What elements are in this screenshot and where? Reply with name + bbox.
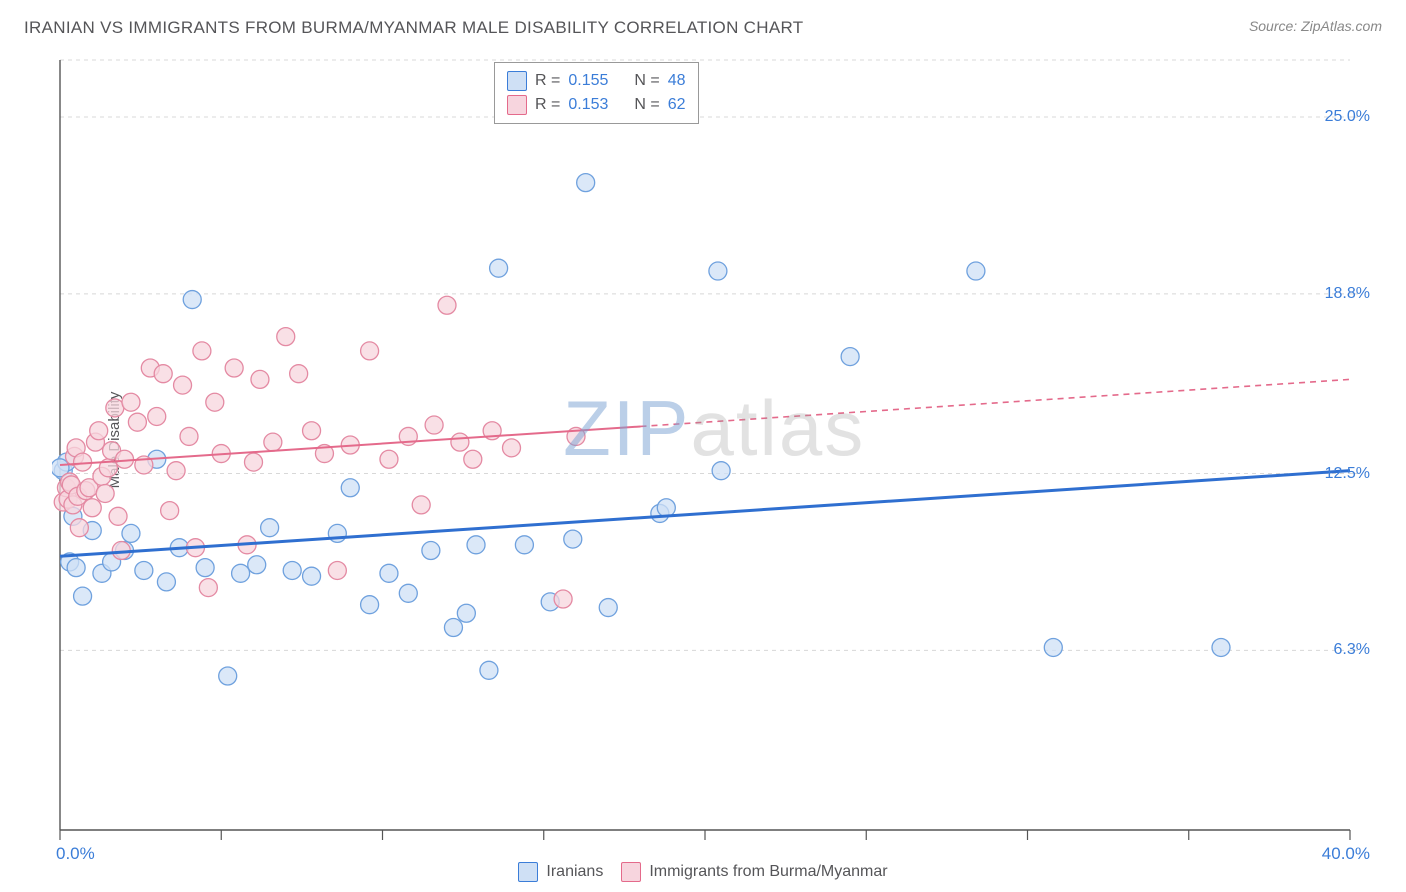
x-axis-min-label: 0.0%: [56, 844, 95, 864]
r-value: 0.155: [568, 69, 608, 93]
correlation-legend: R = 0.155 N = 48 R = 0.153 N = 62: [494, 62, 699, 124]
legend-swatch: [507, 71, 527, 91]
y-tick-label: 6.3%: [1334, 641, 1370, 659]
chart-area: Male Disability ZIPatlas R =0.155N =48R …: [52, 50, 1382, 830]
r-value: 0.153: [568, 93, 608, 117]
legend-item: Immigrants from Burma/Myanmar: [621, 862, 887, 882]
n-label: N =: [634, 69, 659, 93]
n-value: 48: [668, 69, 686, 93]
n-label: N =: [634, 93, 659, 117]
legend-label: Iranians: [546, 863, 603, 881]
chart-title: IRANIAN VS IMMIGRANTS FROM BURMA/MYANMAR…: [24, 18, 803, 38]
y-tick-label: 12.5%: [1325, 465, 1370, 483]
y-tick-label: 25.0%: [1325, 108, 1370, 126]
series-legend: Iranians Immigrants from Burma/Myanmar: [0, 862, 1406, 882]
chart-header: IRANIAN VS IMMIGRANTS FROM BURMA/MYANMAR…: [0, 0, 1406, 44]
r-label: R =: [535, 69, 560, 93]
scatter-chart: [52, 50, 1370, 850]
y-tick-label: 18.8%: [1325, 285, 1370, 303]
source-label: Source: ZipAtlas.com: [1249, 18, 1382, 34]
n-value: 62: [668, 93, 686, 117]
source-link[interactable]: ZipAtlas.com: [1301, 18, 1382, 34]
r-label: R =: [535, 93, 560, 117]
correlation-legend-row: R = 0.153 N = 62: [507, 93, 686, 117]
source-text: Source:: [1249, 18, 1297, 34]
legend-swatch: [507, 95, 527, 115]
legend-label: Immigrants from Burma/Myanmar: [649, 863, 887, 881]
x-axis-max-label: 40.0%: [1322, 844, 1370, 864]
legend-swatch: [621, 862, 641, 882]
correlation-legend-row: R = 0.155 N = 48: [507, 69, 686, 93]
legend-item: Iranians: [518, 862, 603, 882]
legend-swatch: [518, 862, 538, 882]
